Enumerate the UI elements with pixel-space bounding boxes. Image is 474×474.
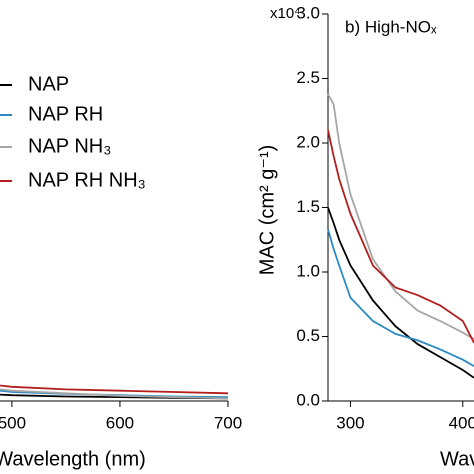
legend-label: NAP RH [28, 103, 103, 125]
legend-label: NAP RH NH₃ [28, 169, 146, 191]
x-tick-label: 600 [106, 413, 134, 432]
x-tick-label: 700 [214, 413, 242, 432]
y-multiplier: x10⁴ [270, 5, 301, 22]
y-tick-label: 1.0 [296, 261, 320, 280]
chart-title: b) High-NOₓ [345, 17, 437, 36]
legend-label: NAP NH₃ [28, 135, 111, 157]
series-line [327, 129, 474, 344]
x-tick-label: 400 [449, 413, 474, 432]
y-tick-label: 2.0 [296, 132, 320, 151]
y-tick-label: 1.5 [296, 197, 320, 216]
y-tick-label: 2.5 [296, 68, 320, 87]
y-tick-label: 0.5 [296, 326, 320, 345]
series-line [327, 207, 474, 379]
series-line [327, 229, 474, 367]
y-tick-label: 0.0 [296, 390, 320, 409]
series-line [0, 388, 229, 400]
legend-label: NAP [28, 73, 69, 95]
x-axis-label: Wavelength (nm) [440, 448, 474, 470]
x-tick-label: 500 [0, 413, 26, 432]
series-line [327, 93, 474, 340]
y-tick-label: 3.0 [296, 3, 320, 22]
x-axis-label: Wavelength (nm) [0, 448, 146, 470]
x-tick-label: 300 [336, 413, 364, 432]
series-line [0, 384, 229, 395]
y-axis-label: MAC (cm² g⁻¹) [256, 145, 278, 276]
